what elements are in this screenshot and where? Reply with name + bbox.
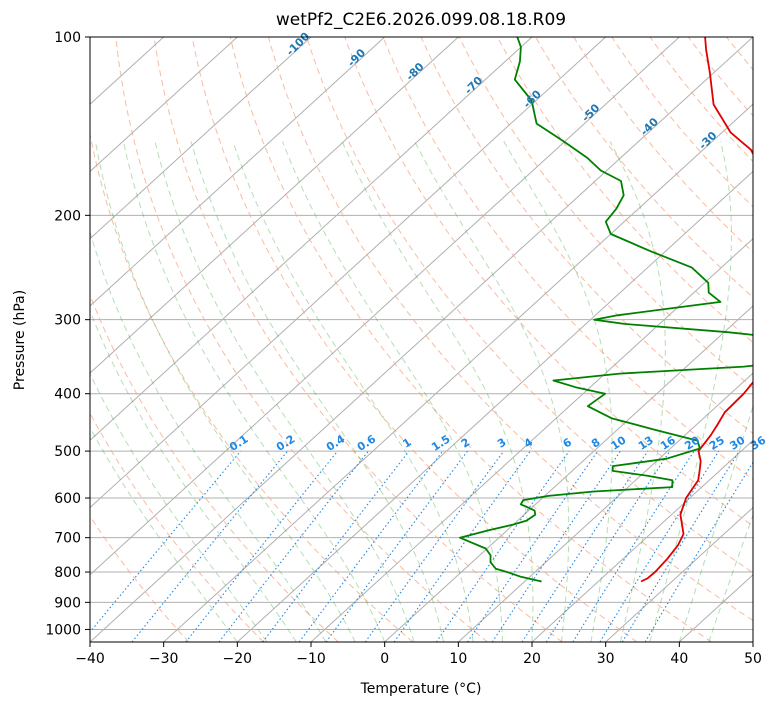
isotherm-line: [457, 372, 753, 642]
mixing-ratio-line: [262, 450, 410, 642]
isotherm-line: [752, 641, 753, 642]
mixing-ratio-line: [218, 450, 369, 642]
mixing-ratio-line: [621, 450, 740, 642]
chart-title: wetPf2_C2E6.2026.099.08.18.R09: [276, 10, 566, 30]
isotherm-line: [90, 37, 238, 173]
mixing-ratio-line: [185, 450, 339, 642]
y-tick-label: 500: [54, 444, 81, 460]
profile-lines: [459, 37, 753, 583]
dry-adiabat-line: [90, 412, 264, 642]
mixing-ratio-line: [467, 450, 599, 642]
isotherm-line: [90, 37, 680, 576]
moist-adiabat-line: [341, 141, 534, 642]
mixing-ratio-line: [393, 450, 531, 642]
mixing-ratio-line: [131, 450, 289, 642]
isotherm-line: [163, 103, 753, 642]
moist-adiabat-line: [232, 141, 474, 642]
isotherm-line: [310, 237, 753, 642]
y-axis-label: Pressure (hPa): [12, 290, 28, 390]
x-axis-label: Temperature (°C): [360, 681, 482, 697]
mixing-ratio-line: [545, 450, 671, 642]
dry-adiabat-line: [115, 37, 488, 642]
dry-adiabat-line: [458, 37, 753, 389]
axis-ticks: −40 −30 −20 −10 0 10 20 30 40 50 100 200 300 400 500 60…: [45, 30, 762, 667]
isotherm-line: [236, 170, 753, 642]
moist-adiabat-line: [609, 141, 666, 642]
x-tick-label: 20: [523, 651, 541, 667]
x-tick-label: −40: [75, 651, 105, 667]
x-tick-label: −20: [223, 651, 253, 667]
dry-adiabat-line: [420, 37, 753, 434]
mixing-ratio-line: [364, 450, 505, 642]
y-tick-label: 700: [54, 531, 81, 547]
mixing-ratio-line: [644, 461, 753, 642]
moist-adiabat-line: [282, 141, 503, 642]
x-tick-label: 50: [744, 651, 762, 667]
isotherm-line: [90, 37, 312, 240]
y-tick-label: 600: [54, 491, 81, 507]
x-tick-label: 0: [380, 651, 389, 667]
dry-adiabat-line: [573, 37, 753, 253]
dry-adiabat-line: [90, 293, 339, 642]
mixing-ratio-line: [572, 450, 695, 642]
isotherm-line: [90, 37, 533, 442]
temperature-profile: [640, 37, 753, 583]
moist-adiabat-line: [90, 309, 297, 642]
x-tick-label: 30: [597, 651, 615, 667]
moist-adiabat-line: [154, 141, 415, 642]
mixing-ratio-line: [90, 450, 242, 633]
plot-frame: [89, 36, 754, 643]
x-tick-label: −10: [296, 651, 326, 667]
y-tick-label: 300: [54, 313, 81, 329]
y-tick-label: 1000: [45, 622, 81, 638]
x-tick-label: 10: [449, 651, 467, 667]
y-tick-label: 100: [54, 30, 81, 46]
dry-adiabat-line: [268, 37, 753, 622]
isotherm-line: [384, 305, 753, 642]
isotherm-line: [531, 439, 753, 642]
moist-adiabat-line: [649, 141, 732, 642]
background-lines: [90, 37, 775, 642]
dry-adiabat-line: [496, 37, 753, 344]
dry-adiabat-line: [382, 37, 753, 481]
x-tick-label: 40: [670, 651, 688, 667]
isotherm-line: [90, 37, 607, 509]
moist-adiabat-line: [190, 141, 445, 642]
dry-adiabat-line: [306, 37, 753, 574]
dry-adiabat-line: [90, 131, 414, 642]
dry-adiabat-line: [765, 37, 775, 642]
moist-adiabat-line: [122, 141, 386, 642]
x-tick-label: −30: [149, 651, 179, 667]
dry-adiabat-line: [191, 37, 638, 642]
dry-adiabat-line: [649, 37, 753, 163]
y-tick-label: 800: [54, 565, 81, 581]
dry-adiabat-line: [153, 37, 563, 642]
y-tick-label: 900: [54, 595, 81, 611]
y-tick-label: 200: [54, 208, 81, 224]
dry-adiabat-line: [229, 37, 712, 642]
moist-adiabat-line: [708, 513, 753, 642]
y-tick-label: 400: [54, 387, 81, 403]
isotherm-line: [90, 37, 753, 642]
isotherm-line: [90, 37, 459, 374]
moist-adiabat-line: [94, 141, 356, 642]
moist-adiabat-line: [90, 230, 327, 642]
moist-adiabat-line: [414, 141, 570, 642]
dry-adiabat-line: [344, 37, 753, 527]
isotherm-line: [605, 506, 753, 642]
dewpoint-profile: [459, 37, 753, 583]
moist-adiabat-line: [678, 404, 753, 642]
isotherm-line: [90, 37, 386, 307]
mixing-ratio-line: [599, 450, 720, 642]
